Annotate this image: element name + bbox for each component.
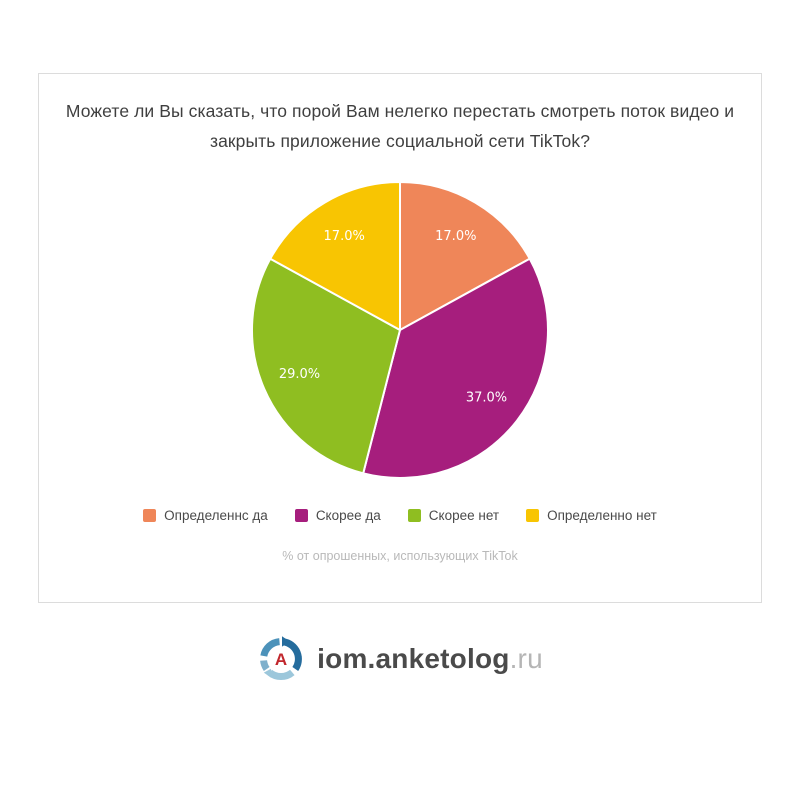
legend-swatch-rather-no (407, 509, 421, 522)
page: Можете ли Вы сказать, что порой Вам неле… (0, 73, 800, 794)
logo-letter-a: A (275, 650, 287, 669)
pie-slice-label-rather-no: 29.0% (279, 367, 320, 382)
pie-slice-definitely-yes (399, 181, 531, 331)
pie-slice-label-rather-yes: 37.0% (466, 391, 507, 406)
pie-slice-label-definitely-no: 17.0% (324, 229, 365, 244)
legend-swatch-definitely-no (526, 509, 540, 522)
legend-item-rather-yes: Скорее да (294, 508, 381, 523)
logo-arc-top-left (260, 638, 281, 657)
chart-title: Можете ли Вы сказать, что порой Вам неле… (65, 101, 735, 151)
pie-chart-area: 17.0% 37.0% 29.0% 17.0% (39, 180, 761, 480)
legend-label-definitely-no: Определенно нет (547, 508, 657, 523)
logo-text: iom.anketolog.ru (317, 643, 543, 675)
logo-arrow-bottom-left (263, 668, 272, 678)
logo-arc-left (260, 659, 270, 672)
pie-slice-rather-yes (362, 257, 549, 479)
legend-item-rather-no: Скорее нет (407, 508, 500, 523)
legend-swatch-rather-yes (294, 509, 308, 522)
logo-arc-bottom (267, 669, 295, 681)
legend-label-rather-no: Скорее нет (428, 508, 500, 523)
legend: Определеннс да Скорее да Скорее нет Определ… (39, 508, 761, 523)
legend-label-rather-yes: Скорее да (315, 508, 381, 523)
pie-slice-definitely-no (269, 181, 401, 331)
logo-text-main: iom.anketolog (317, 643, 510, 674)
chart-note: % от опрошенных, использующих TikTok (282, 549, 518, 563)
chart-card: Можете ли Вы сказать, что порой Вам неле… (38, 73, 762, 603)
pie-chart: 17.0% 37.0% 29.0% 17.0% (251, 181, 549, 479)
legend-label-definitely-yes: Определеннс да (164, 508, 268, 523)
pie-slice-label-definitely-yes: 17.0% (435, 229, 476, 244)
legend-item-definitely-yes: Определеннс да (143, 508, 268, 523)
logo-arrow-top (282, 636, 291, 647)
legend-swatch-definitely-yes (143, 509, 157, 522)
footer-logo: A iom.anketolog.ru (0, 635, 800, 683)
pie-slice-rather-no (251, 257, 401, 475)
legend-item-definitely-no: Определенно нет (526, 508, 657, 523)
anketolog-logo-icon: A (260, 636, 303, 681)
logo-text-suffix: .ru (509, 643, 543, 674)
